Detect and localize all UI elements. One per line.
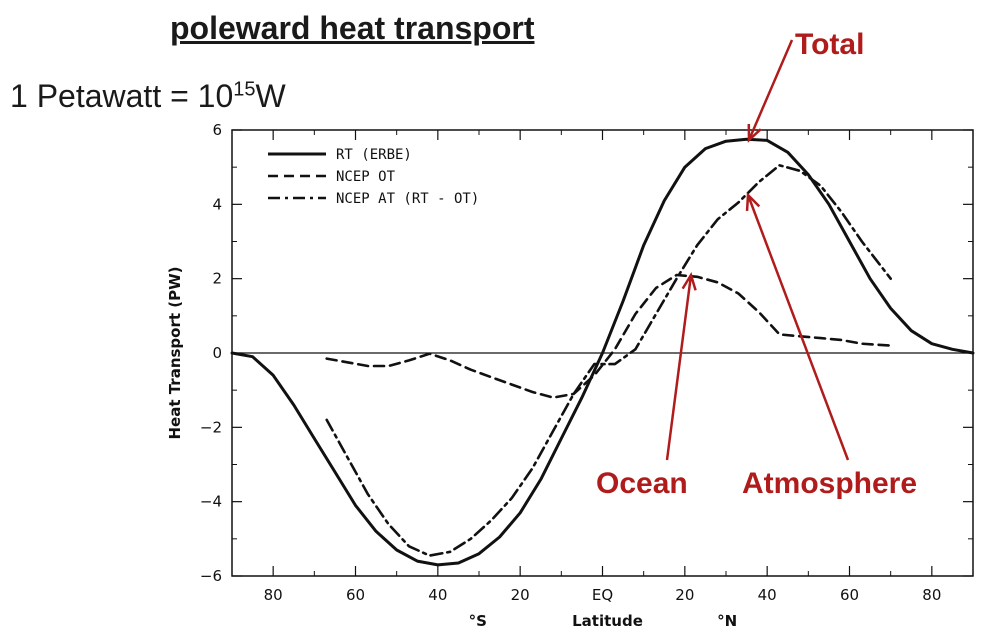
unit-note: 1 Petawatt = 1015W	[10, 78, 286, 115]
x-axis-label: Latitude	[572, 612, 643, 630]
atmosphere-arrow-head	[745, 192, 761, 212]
legend-label-2: NCEP OT	[336, 169, 396, 185]
unit-suffix: W	[255, 78, 286, 114]
y-axis-label: Heat Transport (PW)	[166, 266, 184, 439]
series-line-3	[325, 164, 892, 557]
south-hemisphere-label: °S	[469, 612, 487, 630]
y-tick-label: −2	[200, 418, 222, 436]
series-line-2	[325, 273, 892, 399]
ocean-arrow-head	[681, 271, 697, 291]
unit-exponent: 15	[233, 78, 256, 101]
y-tick-label: 0	[212, 344, 222, 362]
total-arrow-head	[747, 123, 762, 143]
x-tick-label: 20	[675, 586, 694, 604]
ocean-annotation: Ocean	[596, 467, 688, 500]
total-arrow-shaft	[747, 39, 794, 141]
legend-label-3: NCEP AT (RT - OT)	[336, 191, 479, 207]
x-tick-label: 60	[346, 586, 365, 604]
atmosphere-annotation: Atmosphere	[742, 467, 917, 500]
x-tick-label: 40	[428, 586, 447, 604]
y-tick-label: −6	[200, 567, 222, 585]
x-tick-label: EQ	[592, 586, 613, 604]
series-line-1	[230, 137, 975, 567]
y-tick-label: −4	[200, 493, 222, 511]
atmosphere-arrow-shaft	[746, 194, 850, 461]
legend-label-1: RT (ERBE)	[336, 147, 412, 163]
y-tick-label: 4	[212, 195, 222, 213]
y-tick-label: 2	[212, 270, 222, 288]
x-tick-label: 60	[840, 586, 859, 604]
x-tick-label: 40	[758, 586, 777, 604]
unit-prefix: 1 Petawatt = 10	[10, 78, 234, 114]
total-annotation: Total	[795, 28, 864, 61]
north-hemisphere-label: °N	[717, 612, 737, 630]
page-title: poleward heat transport	[170, 10, 535, 46]
x-tick-label: 20	[511, 586, 530, 604]
ocean-arrow-shaft	[665, 274, 693, 461]
y-tick-label: 6	[212, 121, 222, 139]
x-tick-label: 80	[922, 586, 941, 604]
x-tick-label: 80	[264, 586, 283, 604]
